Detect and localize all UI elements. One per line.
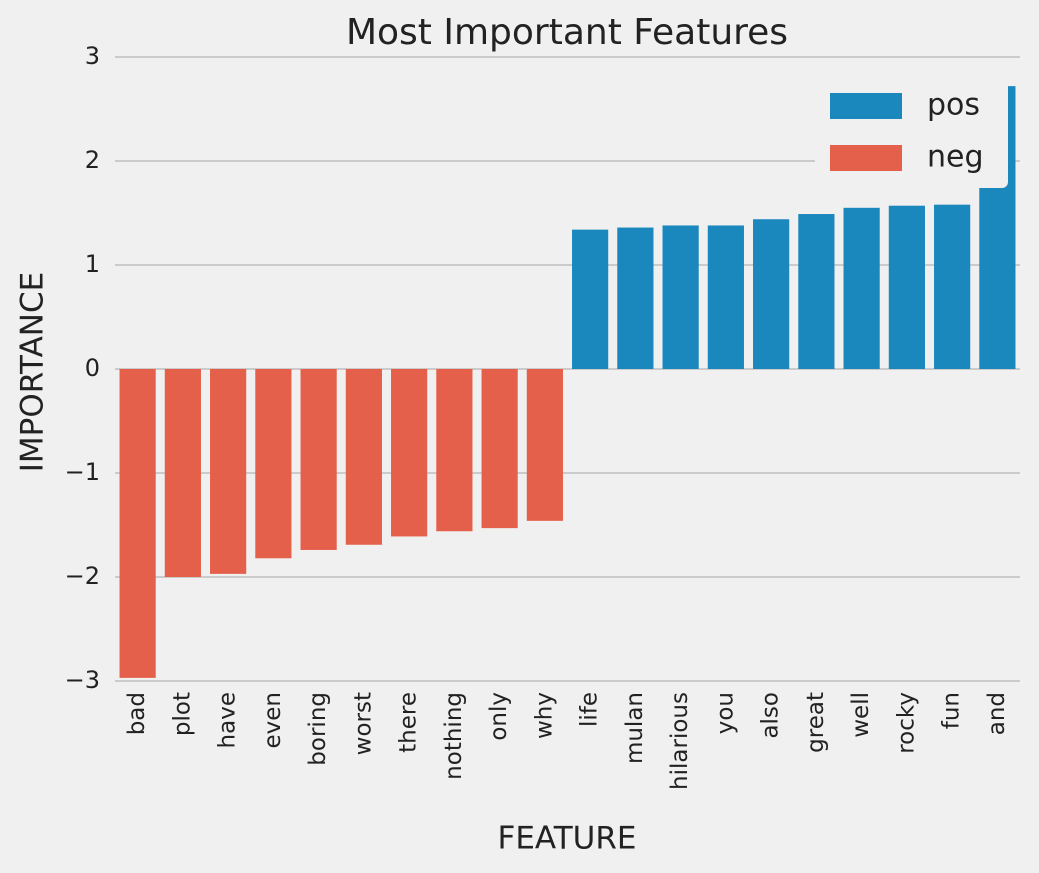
bar — [391, 369, 428, 537]
x-tick-label: nothing — [441, 692, 467, 780]
labels: −3 −2 −1 0 1 2 3 bad plot have even boring worst ther… — [65, 42, 1010, 790]
y-axis-label: IMPORTANCE — [15, 272, 51, 472]
legend-swatch — [830, 145, 902, 171]
x-tick-label: even — [260, 692, 286, 749]
bar — [300, 369, 337, 550]
x-axis-label: FEATURE — [498, 821, 637, 857]
bar — [572, 229, 609, 369]
bar — [934, 204, 971, 369]
x-tick-label: you — [712, 692, 738, 734]
x-tick-label: well — [848, 692, 874, 738]
x-tick-label: also — [758, 692, 784, 739]
y-tick-label: 1 — [85, 250, 100, 278]
y-tick-label: −2 — [65, 562, 100, 590]
bar — [662, 225, 699, 369]
bar — [707, 225, 744, 369]
x-tick-label: and — [984, 692, 1010, 735]
bar — [753, 219, 790, 369]
x-tick-label: boring — [305, 692, 331, 766]
legend-label: pos — [927, 88, 980, 123]
x-tick-label: life — [577, 692, 603, 727]
x-tick-label: rocky — [893, 692, 919, 754]
y-tick-label: 2 — [85, 146, 100, 174]
bar — [526, 369, 563, 521]
bar — [436, 369, 473, 532]
chart-title: Most Important Features — [346, 12, 788, 53]
y-tick-label: −3 — [65, 666, 100, 694]
x-tick-label: hilarious — [667, 692, 693, 790]
x-tick-label: only — [486, 692, 512, 741]
legend-label: neg — [927, 140, 984, 175]
bar — [798, 214, 835, 369]
legend-swatch — [830, 93, 902, 119]
bar — [255, 369, 292, 559]
bar — [164, 369, 201, 577]
x-tick-label: worst — [350, 692, 376, 755]
x-tick-label: why — [531, 692, 557, 739]
x-tick-label: mulan — [622, 692, 648, 764]
bar — [481, 369, 518, 529]
x-tick-label: there — [396, 692, 422, 753]
y-tick-label: 3 — [85, 42, 100, 70]
x-tick-label: fun — [939, 692, 965, 729]
x-tick-label: have — [215, 692, 241, 748]
x-tick-label: great — [803, 692, 829, 753]
y-tick-label: 0 — [85, 354, 100, 382]
x-tick-label: plot — [169, 692, 195, 736]
bar — [210, 369, 247, 574]
legend: pos neg — [815, 80, 1008, 188]
bar — [843, 207, 880, 369]
bar — [119, 369, 156, 678]
bar — [345, 369, 382, 545]
bar — [888, 205, 925, 369]
bars — [119, 86, 1016, 678]
y-tick-label: −1 — [65, 458, 100, 486]
bar — [617, 227, 654, 369]
x-tick-label: bad — [124, 692, 150, 735]
